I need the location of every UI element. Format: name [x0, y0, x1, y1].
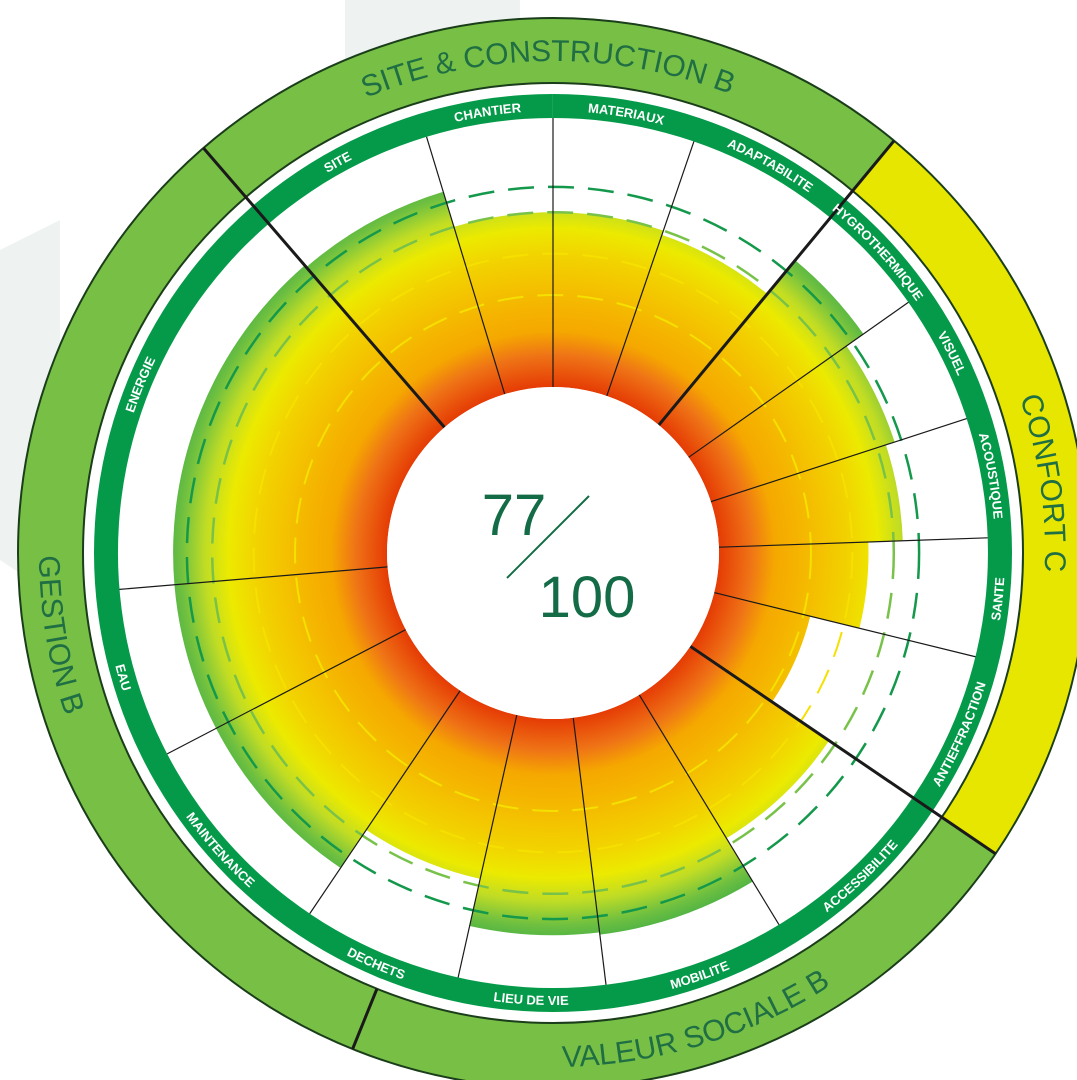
outer-ring-border	[17, 17, 1077, 1080]
category-segment-gestion	[17, 148, 377, 1050]
bar-maintenance	[216, 629, 461, 868]
criterion-separator	[718, 537, 988, 548]
criterion-separator	[710, 418, 967, 503]
bar-sante	[714, 541, 869, 629]
bar-materiaux	[553, 212, 664, 396]
category-separator	[657, 139, 896, 427]
bar-chantier	[453, 212, 553, 395]
score-value: 77	[482, 483, 547, 548]
score-max: 100	[539, 565, 636, 630]
criterion-separator	[425, 136, 506, 395]
criterion-separator	[606, 141, 695, 397]
criterion-label-eau: EAU	[112, 663, 134, 693]
criterion-label-lieu-de-vie: LIEU DE VIE	[493, 989, 569, 1008]
criterion-separator	[119, 566, 388, 590]
category-separator	[689, 645, 997, 855]
inner-ring-border	[82, 82, 1024, 1024]
bar-eau	[174, 566, 406, 729]
criterion-separator	[166, 629, 407, 755]
category-separator	[351, 988, 379, 1050]
category-segment-site-construction	[203, 17, 895, 198]
bar-adaptabilite	[606, 234, 768, 426]
category-segment-confort	[852, 140, 1077, 854]
bar-acoustique	[710, 444, 903, 548]
category-separator	[202, 147, 446, 429]
criterion-label-sante: SANTE	[988, 577, 1007, 622]
bar-site	[306, 191, 505, 428]
bar-lieu-de-vie	[469, 715, 600, 936]
criterion-separator	[714, 592, 976, 658]
center-disc	[387, 387, 719, 719]
score-divider	[506, 495, 590, 579]
criterion-separator	[572, 717, 607, 985]
bar-visuel	[688, 345, 895, 502]
category-segment-valeur-sociale	[352, 817, 996, 1080]
score-bars	[173, 191, 903, 936]
sector-separators	[119, 118, 997, 1050]
criterion-separator	[638, 694, 780, 926]
criterion-separator	[309, 690, 461, 914]
criterion-separator	[457, 714, 518, 978]
bar-hygrothermique	[658, 260, 864, 458]
category-ring	[17, 17, 1077, 1080]
bar-accessibilite	[639, 646, 830, 839]
bar-energie	[173, 265, 445, 585]
criterion-separator	[688, 301, 909, 458]
bar-mobilite	[573, 694, 753, 935]
